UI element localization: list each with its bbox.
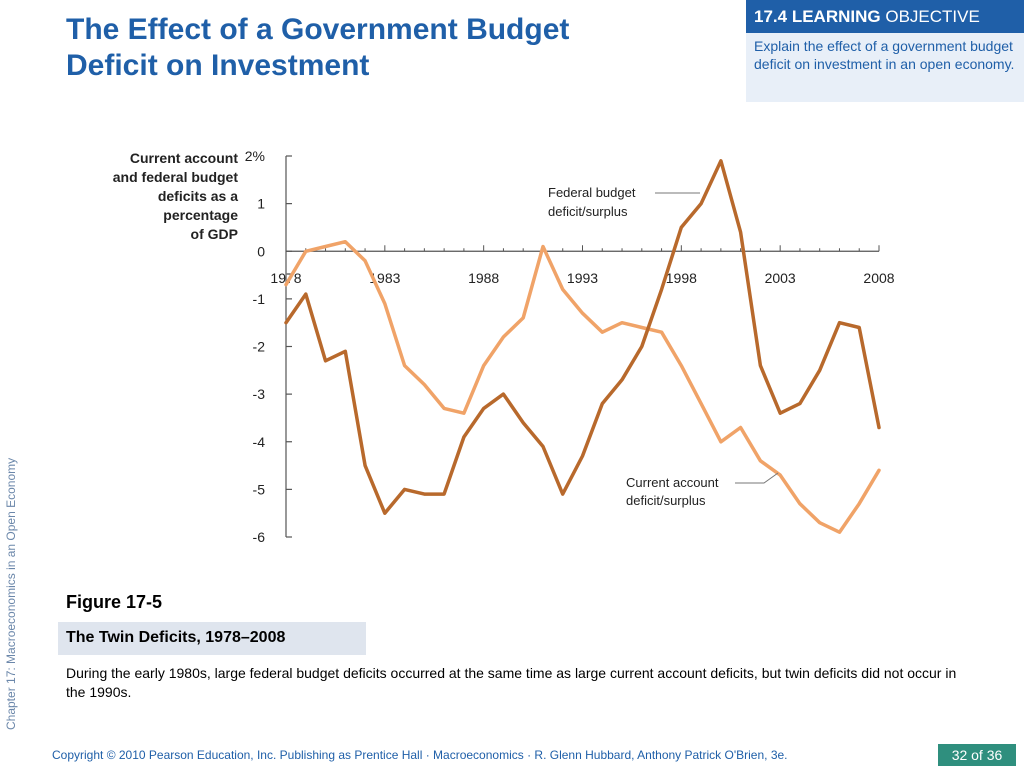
y-tick-label: 0	[257, 243, 265, 259]
x-tick-label: 2008	[863, 270, 894, 286]
y-axis-label-line: Current account	[129, 150, 238, 166]
current-account-leader	[735, 472, 779, 484]
slide-title-line1: The Effect of a Government Budget	[66, 13, 570, 46]
y-tick-label: 2%	[245, 148, 265, 164]
y-tick-label: -2	[253, 339, 266, 355]
y-axis-label-line: deficits as a	[157, 188, 238, 204]
y-axis-label-line: percentage	[163, 207, 238, 223]
copyright-footer: Copyright © 2010 Pearson Education, Inc.…	[52, 748, 788, 762]
page-number: 32 of 36	[938, 744, 1016, 766]
figure-caption: During the early 1980s, large federal bu…	[66, 665, 957, 700]
y-tick-label: -1	[253, 291, 266, 307]
federal-budget-label: deficit/surplus	[548, 204, 628, 219]
learning-objective-text: Explain the effect of a government budge…	[754, 38, 1015, 72]
y-tick-label: -4	[253, 434, 266, 450]
federal-budget-label: Federal budget	[548, 185, 636, 200]
figure-label: Figure 17-5	[66, 592, 163, 612]
x-tick-label: 1998	[666, 270, 697, 286]
objective-rest: OBJECTIVE	[885, 7, 980, 26]
federal-budget-line	[284, 159, 881, 515]
y-tick-label: -5	[253, 481, 266, 497]
objective-number: 17.4	[754, 7, 788, 26]
y-axis-label: Current account and federal budget defic…	[80, 149, 238, 244]
current-account-label: deficit/surplus	[626, 493, 706, 508]
slide-title-line2: Deficit on Investment	[66, 49, 370, 82]
current-account-label: Current account	[626, 475, 719, 490]
y-axis-label-line: of GDP	[190, 226, 238, 242]
x-tick-label: 2003	[765, 270, 796, 286]
x-tick-label: 1993	[567, 270, 598, 286]
figure-title: The Twin Deficits, 1978–2008	[66, 629, 286, 646]
y-tick-label: -3	[253, 386, 266, 402]
current-account-line	[284, 239, 881, 534]
objective-bold: LEARNING	[791, 7, 881, 26]
y-axis-label-line: and federal budget	[112, 169, 238, 185]
x-tick-label: 1983	[369, 270, 400, 286]
slide-title: The Effect of a Government Budget Defici…	[66, 12, 706, 84]
y-tick-label: -6	[253, 529, 266, 545]
x-tick-label: 1988	[468, 270, 499, 286]
learning-objective-header: 17.4 LEARNING OBJECTIVE	[746, 0, 1024, 33]
learning-objective-box: 17.4 LEARNING OBJECTIVE Explain the effe…	[746, 0, 1024, 102]
y-tick-label: 1	[257, 196, 265, 212]
figure-title-bar: The Twin Deficits, 1978–2008	[58, 622, 366, 655]
